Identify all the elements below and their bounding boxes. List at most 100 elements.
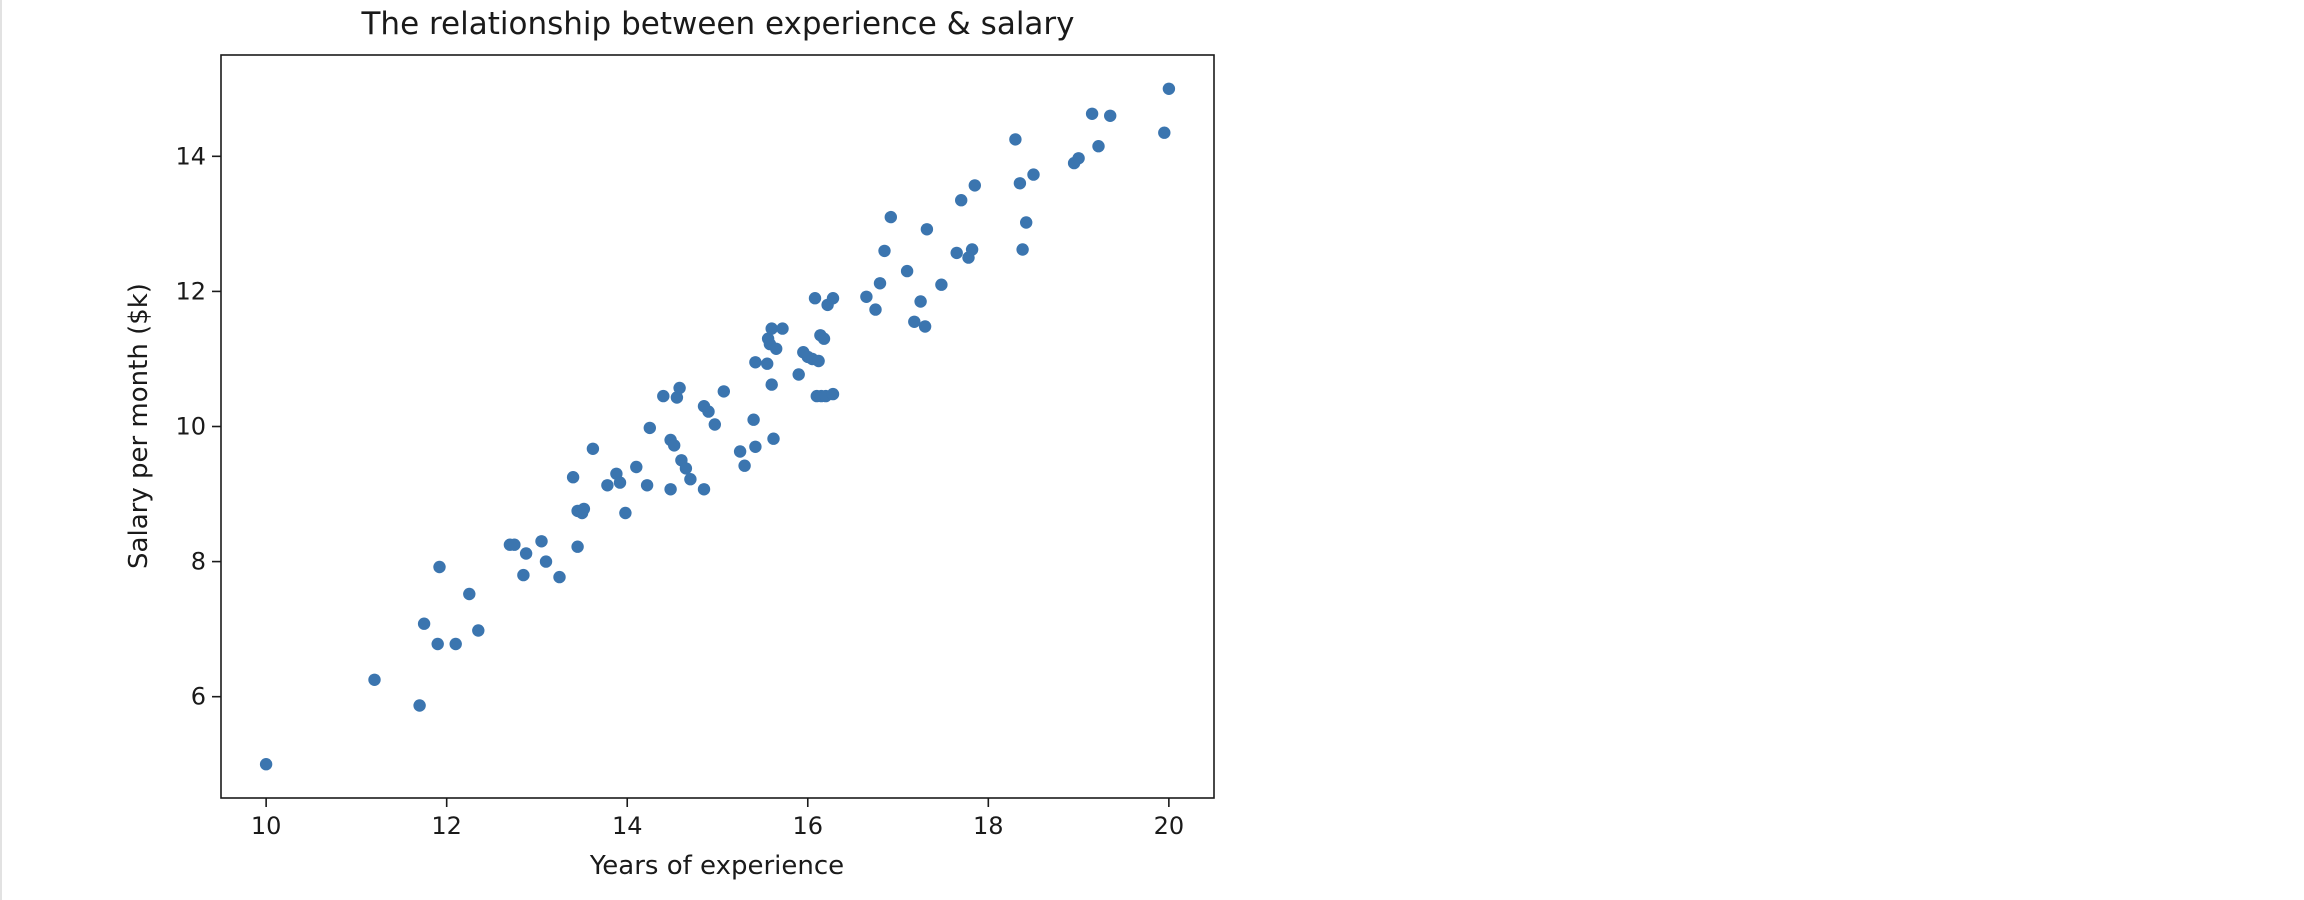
data-point-84 [965,243,979,256]
data-point-44 [738,459,751,472]
data-point-22 [601,479,614,492]
data-point-88 [1016,243,1029,256]
data-point-54 [770,342,783,355]
plot-frame [220,54,1215,799]
data-point-74 [884,210,897,224]
data-point-87 [1013,177,1027,190]
y-axis-ticks: 6 8 10 12 14 [175,142,221,711]
x-axis-label: Years of experience [589,851,844,881]
data-point-32 [668,439,681,452]
data-point-8 [472,624,485,637]
scatter-chart: The relationship between experience & sa… [124,6,1215,881]
data-point-62 [812,354,825,368]
data-point-16 [566,471,580,484]
data-point-25 [619,506,632,520]
data-point-65 [817,332,831,345]
data-point-94 [1092,140,1105,153]
data-point-41 [708,418,721,431]
y-tick-label-8: 8 [191,548,206,576]
data-point-26 [630,460,643,474]
data-point-11 [517,568,530,582]
data-point-2 [413,699,426,712]
data-point-21 [586,442,600,455]
data-point-95 [1104,109,1117,123]
data-point-68 [826,292,840,305]
data-points [259,82,1176,771]
data-point-40 [702,405,715,418]
data-point-0 [259,758,273,771]
y-tick-label-12: 12 [175,277,206,305]
data-point-92 [1072,152,1085,165]
data-point-6 [449,637,462,651]
data-point-82 [955,194,968,207]
data-point-69 [826,387,840,401]
data-point-90 [1027,168,1040,181]
data-point-55 [776,322,789,335]
x-axis-ticks: 10 12 14 16 18 20 [251,798,1184,840]
data-point-13 [535,535,548,548]
data-point-15 [553,570,566,584]
data-point-36 [679,462,693,475]
data-point-1 [368,673,381,686]
data-point-7 [463,587,476,601]
data-point-51 [765,322,778,335]
data-point-86 [1009,133,1022,146]
data-point-78 [918,320,932,333]
x-tick-label-10: 10 [251,812,282,840]
data-point-43 [733,445,747,458]
cell-left-border [0,0,2,900]
y-tick-label-10: 10 [175,413,206,441]
data-point-33 [670,391,684,404]
data-point-29 [657,389,670,403]
data-point-30 [664,483,677,496]
data-point-80 [935,278,948,291]
data-point-60 [808,292,822,305]
data-point-27 [640,479,654,492]
data-point-71 [869,303,882,316]
y-tick-label-14: 14 [175,142,206,170]
data-point-45 [747,413,760,426]
data-point-46 [749,440,762,453]
data-point-52 [765,378,778,391]
data-point-72 [873,277,887,290]
data-point-34 [673,381,686,395]
data-point-3 [417,617,431,630]
data-point-70 [860,290,873,303]
data-point-53 [767,432,780,445]
data-point-93 [1085,107,1099,121]
data-point-89 [1019,216,1033,229]
data-point-12 [519,547,533,560]
data-point-5 [433,560,446,574]
data-point-79 [920,223,934,236]
data-point-24 [613,476,627,489]
data-point-75 [900,264,914,278]
data-point-85 [968,179,981,192]
x-tick-label-12: 12 [431,812,462,840]
data-point-38 [697,483,711,496]
data-point-4 [431,637,444,651]
data-point-76 [908,315,921,328]
data-point-20 [577,502,591,516]
data-point-18 [571,540,584,553]
data-point-77 [914,295,927,308]
data-point-81 [950,246,963,260]
data-point-28 [643,421,656,435]
data-point-37 [684,473,697,486]
data-point-10 [508,538,521,551]
chart-title: The relationship between experience & sa… [360,6,1074,42]
data-point-47 [749,356,762,369]
data-point-48 [761,357,774,370]
data-point-96 [1158,126,1171,139]
x-tick-label-18: 18 [973,812,1004,840]
data-point-73 [878,244,891,258]
x-tick-label-14: 14 [612,812,643,840]
data-point-42 [717,385,730,398]
y-axis-label: Salary per month ($k) [124,283,154,569]
data-point-97 [1162,82,1176,96]
data-point-56 [792,368,805,381]
x-tick-label-16: 16 [792,812,823,840]
y-tick-label-6: 6 [191,683,206,711]
data-point-14 [539,555,553,568]
x-tick-label-20: 20 [1154,812,1185,840]
